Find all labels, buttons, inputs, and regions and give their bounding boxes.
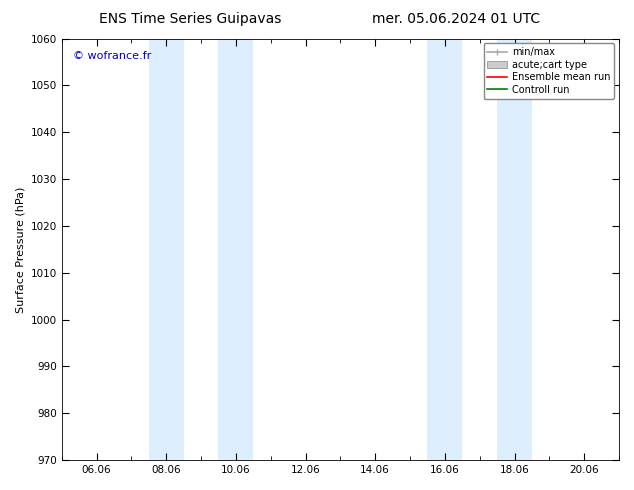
Text: © wofrance.fr: © wofrance.fr [73,51,151,61]
Bar [497,39,532,460]
Text: mer. 05.06.2024 01 UTC: mer. 05.06.2024 01 UTC [372,12,541,26]
Bar [427,39,462,460]
Legend: min/max, acute;cart type, Ensemble mean run, Controll run: min/max, acute;cart type, Ensemble mean … [484,44,614,98]
Text: ENS Time Series Guipavas: ENS Time Series Guipavas [99,12,281,26]
Y-axis label: Surface Pressure (hPa): Surface Pressure (hPa) [15,186,25,313]
Bar [219,39,253,460]
Bar [149,39,184,460]
